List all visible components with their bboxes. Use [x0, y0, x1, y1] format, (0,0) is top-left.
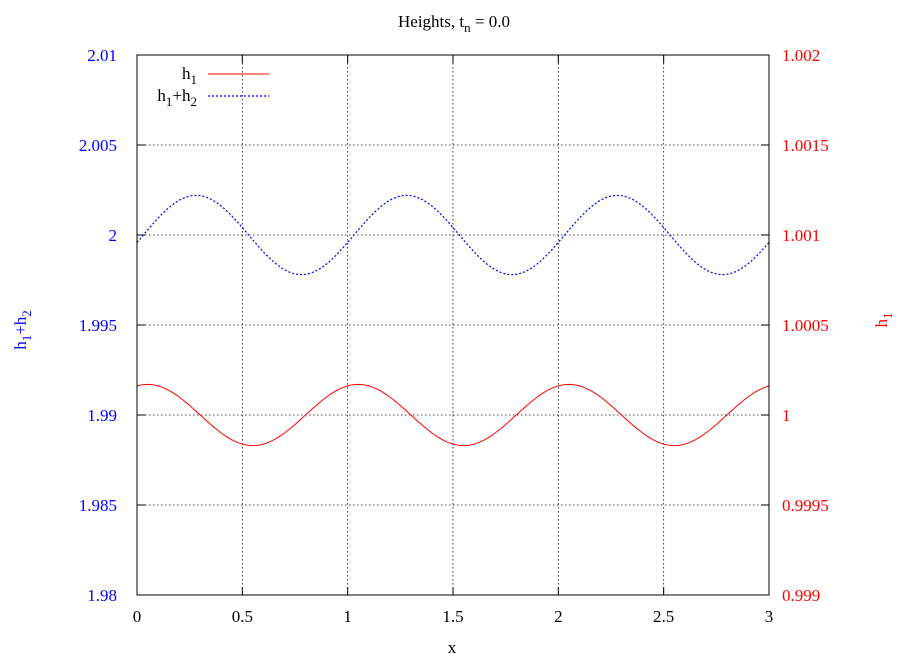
x-tick-label: 3 — [765, 607, 774, 626]
x-tick-label: 1 — [343, 607, 352, 626]
left-tick-label: 1.995 — [79, 316, 117, 335]
right-tick-label: 1.0015 — [782, 136, 829, 155]
plot-frame — [136, 54, 770, 596]
left-axis-ticks: 2.01 2.005 2 1.995 1.99 1.985 1.98 — [79, 46, 145, 605]
x-tick-label: 1.5 — [442, 607, 463, 626]
right-tick-label: 0.999 — [782, 586, 820, 605]
x-tick-label: 2 — [554, 607, 563, 626]
legend-h1h2-base: h — [157, 86, 166, 105]
left-tick-label: 2.005 — [79, 136, 117, 155]
left-tick-label: 1.99 — [87, 406, 117, 425]
left-axis-label-plus: +h — [11, 316, 30, 335]
left-tick-label: 1.98 — [87, 586, 117, 605]
chart-title-main: Heights, t — [398, 12, 464, 31]
right-tick-label: 1.0005 — [782, 316, 829, 335]
legend-label-h1: h1 — [182, 64, 197, 87]
right-axis-ticks: 1.002 1.0015 1.001 1.0005 1 0.9995 0.999 — [761, 46, 829, 605]
left-axis-label-sub1: 1 — [19, 335, 34, 342]
right-axis-label-sub: 1 — [880, 313, 895, 320]
right-tick-label: 1.002 — [782, 46, 820, 65]
legend-h1h2-sub1: 1 — [166, 94, 173, 109]
left-axis-label: h1+h2 — [11, 310, 34, 350]
x-tick-label: 2.5 — [653, 607, 674, 626]
right-axis-label-h: h — [872, 319, 891, 328]
x-axis-label: x — [448, 638, 457, 657]
legend: h1 h1+h2 — [157, 64, 269, 109]
series-layer — [136, 194, 770, 447]
right-tick-label: 1 — [782, 406, 791, 425]
chart-title-suffix: = 0.0 — [471, 12, 510, 31]
left-axis-label-sub2: 2 — [19, 310, 34, 317]
x-tick-label: 0 — [133, 607, 142, 626]
legend-h1-sub: 1 — [191, 72, 198, 87]
right-tick-label: 1.001 — [782, 226, 820, 245]
legend-h1-base: h — [182, 64, 191, 83]
left-axis-label-h1: h — [11, 341, 30, 350]
legend-h1h2-plus: +h — [172, 86, 191, 105]
grid — [137, 55, 769, 595]
legend-label-h1h2: h1+h2 — [157, 86, 197, 109]
chart-title: Heights, tn = 0.0 — [398, 12, 510, 35]
left-tick-label: 1.985 — [79, 496, 117, 515]
chart-title-sub: n — [464, 20, 471, 35]
x-tick-label: 0.5 — [232, 607, 253, 626]
left-tick-label: 2.01 — [87, 46, 117, 65]
right-axis-label: h1 — [872, 313, 895, 328]
right-tick-label: 0.9995 — [782, 496, 829, 515]
legend-h1h2-sub2: 2 — [191, 94, 198, 109]
series-line-0 — [136, 383, 770, 447]
left-tick-label: 2 — [109, 226, 118, 245]
